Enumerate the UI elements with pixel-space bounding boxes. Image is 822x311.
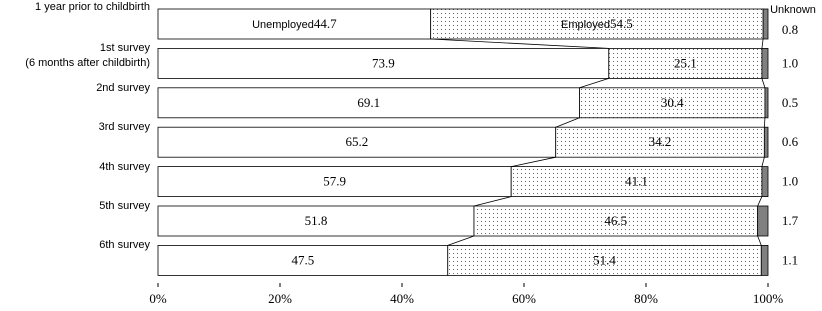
value-label: Employed54.5 [561, 16, 633, 31]
category-label: 6th survey [99, 239, 150, 252]
value-label: 0.5 [782, 95, 798, 110]
connector [761, 38, 764, 49]
category-label: 5th survey [99, 200, 150, 212]
category-label: 1 year prior to childbirth [35, 1, 150, 13]
value-label: 47.5 [292, 252, 315, 267]
x-tick-label: 100% [753, 291, 784, 306]
bar-segment [761, 48, 769, 79]
x-tick-label: 0% [149, 291, 167, 306]
connector [447, 235, 475, 246]
bar-segment [473, 205, 759, 237]
value-label: 54.5 [610, 16, 633, 31]
x-tick-label: 60% [512, 291, 536, 306]
value-label: 51.4 [593, 252, 616, 267]
value-label: 1.0 [782, 174, 798, 189]
value-label: 73.9 [372, 55, 395, 70]
category-label: 1st survey (6 months after childbirth) [25, 42, 150, 70]
connector [579, 78, 609, 89]
legend-label: Unknown [770, 4, 816, 16]
bar-segment [763, 126, 769, 158]
connector [555, 117, 580, 128]
value-label: 34.2 [649, 134, 672, 149]
connector [757, 235, 762, 246]
bar-segment [608, 48, 763, 79]
connector [430, 38, 609, 49]
value-label: 46.5 [604, 213, 627, 228]
value-label: 57.9 [323, 174, 346, 189]
connector [473, 196, 512, 207]
connector [761, 78, 766, 88]
value-label: Unemployed44.7 [252, 16, 337, 31]
bar-segment [157, 126, 557, 158]
value-label: 69.1 [357, 95, 380, 110]
value-label: 0.6 [782, 134, 799, 149]
bar-segment [757, 205, 769, 237]
value-label: 1.7 [782, 213, 799, 228]
bar-segment [760, 244, 769, 276]
legend-label: Employed [561, 19, 610, 31]
bar-segment [555, 126, 765, 158]
bar-segment [157, 87, 580, 119]
category-label: 2nd survey [96, 81, 150, 94]
x-tick-label: 40% [390, 291, 414, 306]
value-label: 41.1 [625, 174, 648, 189]
value-label: 25.1 [674, 55, 697, 70]
bar-segment [157, 8, 432, 40]
value-label: 30.4 [661, 95, 684, 110]
connector [763, 117, 766, 128]
x-tick-label: 20% [268, 291, 292, 306]
connector [511, 156, 556, 167]
value-label: 0.8 [782, 22, 798, 37]
legend-label: Unemployed [252, 19, 314, 31]
value-label: 65.2 [345, 134, 368, 149]
value-label: 1.1 [782, 252, 798, 267]
x-tick-label: 80% [634, 291, 658, 306]
bar-segment [579, 87, 766, 119]
category-label: 4th survey [99, 160, 150, 173]
connector [761, 157, 765, 167]
value-label: 51.8 [305, 213, 328, 228]
value-label: 44.7 [314, 16, 337, 31]
category-label: 3rd survey [98, 121, 150, 134]
bar-segment [761, 166, 769, 198]
bar-segment [157, 244, 449, 276]
bar-segment [764, 87, 769, 119]
connector [757, 196, 763, 207]
bar-segment [762, 8, 769, 40]
value-label: 1.0 [782, 55, 798, 70]
bar-segment [430, 8, 764, 40]
bar-segment [157, 48, 610, 79]
